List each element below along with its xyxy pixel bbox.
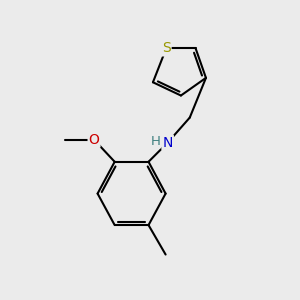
Text: N: N (163, 136, 173, 150)
Text: H: H (150, 135, 160, 148)
Text: S: S (162, 41, 171, 56)
Text: O: O (88, 133, 100, 147)
